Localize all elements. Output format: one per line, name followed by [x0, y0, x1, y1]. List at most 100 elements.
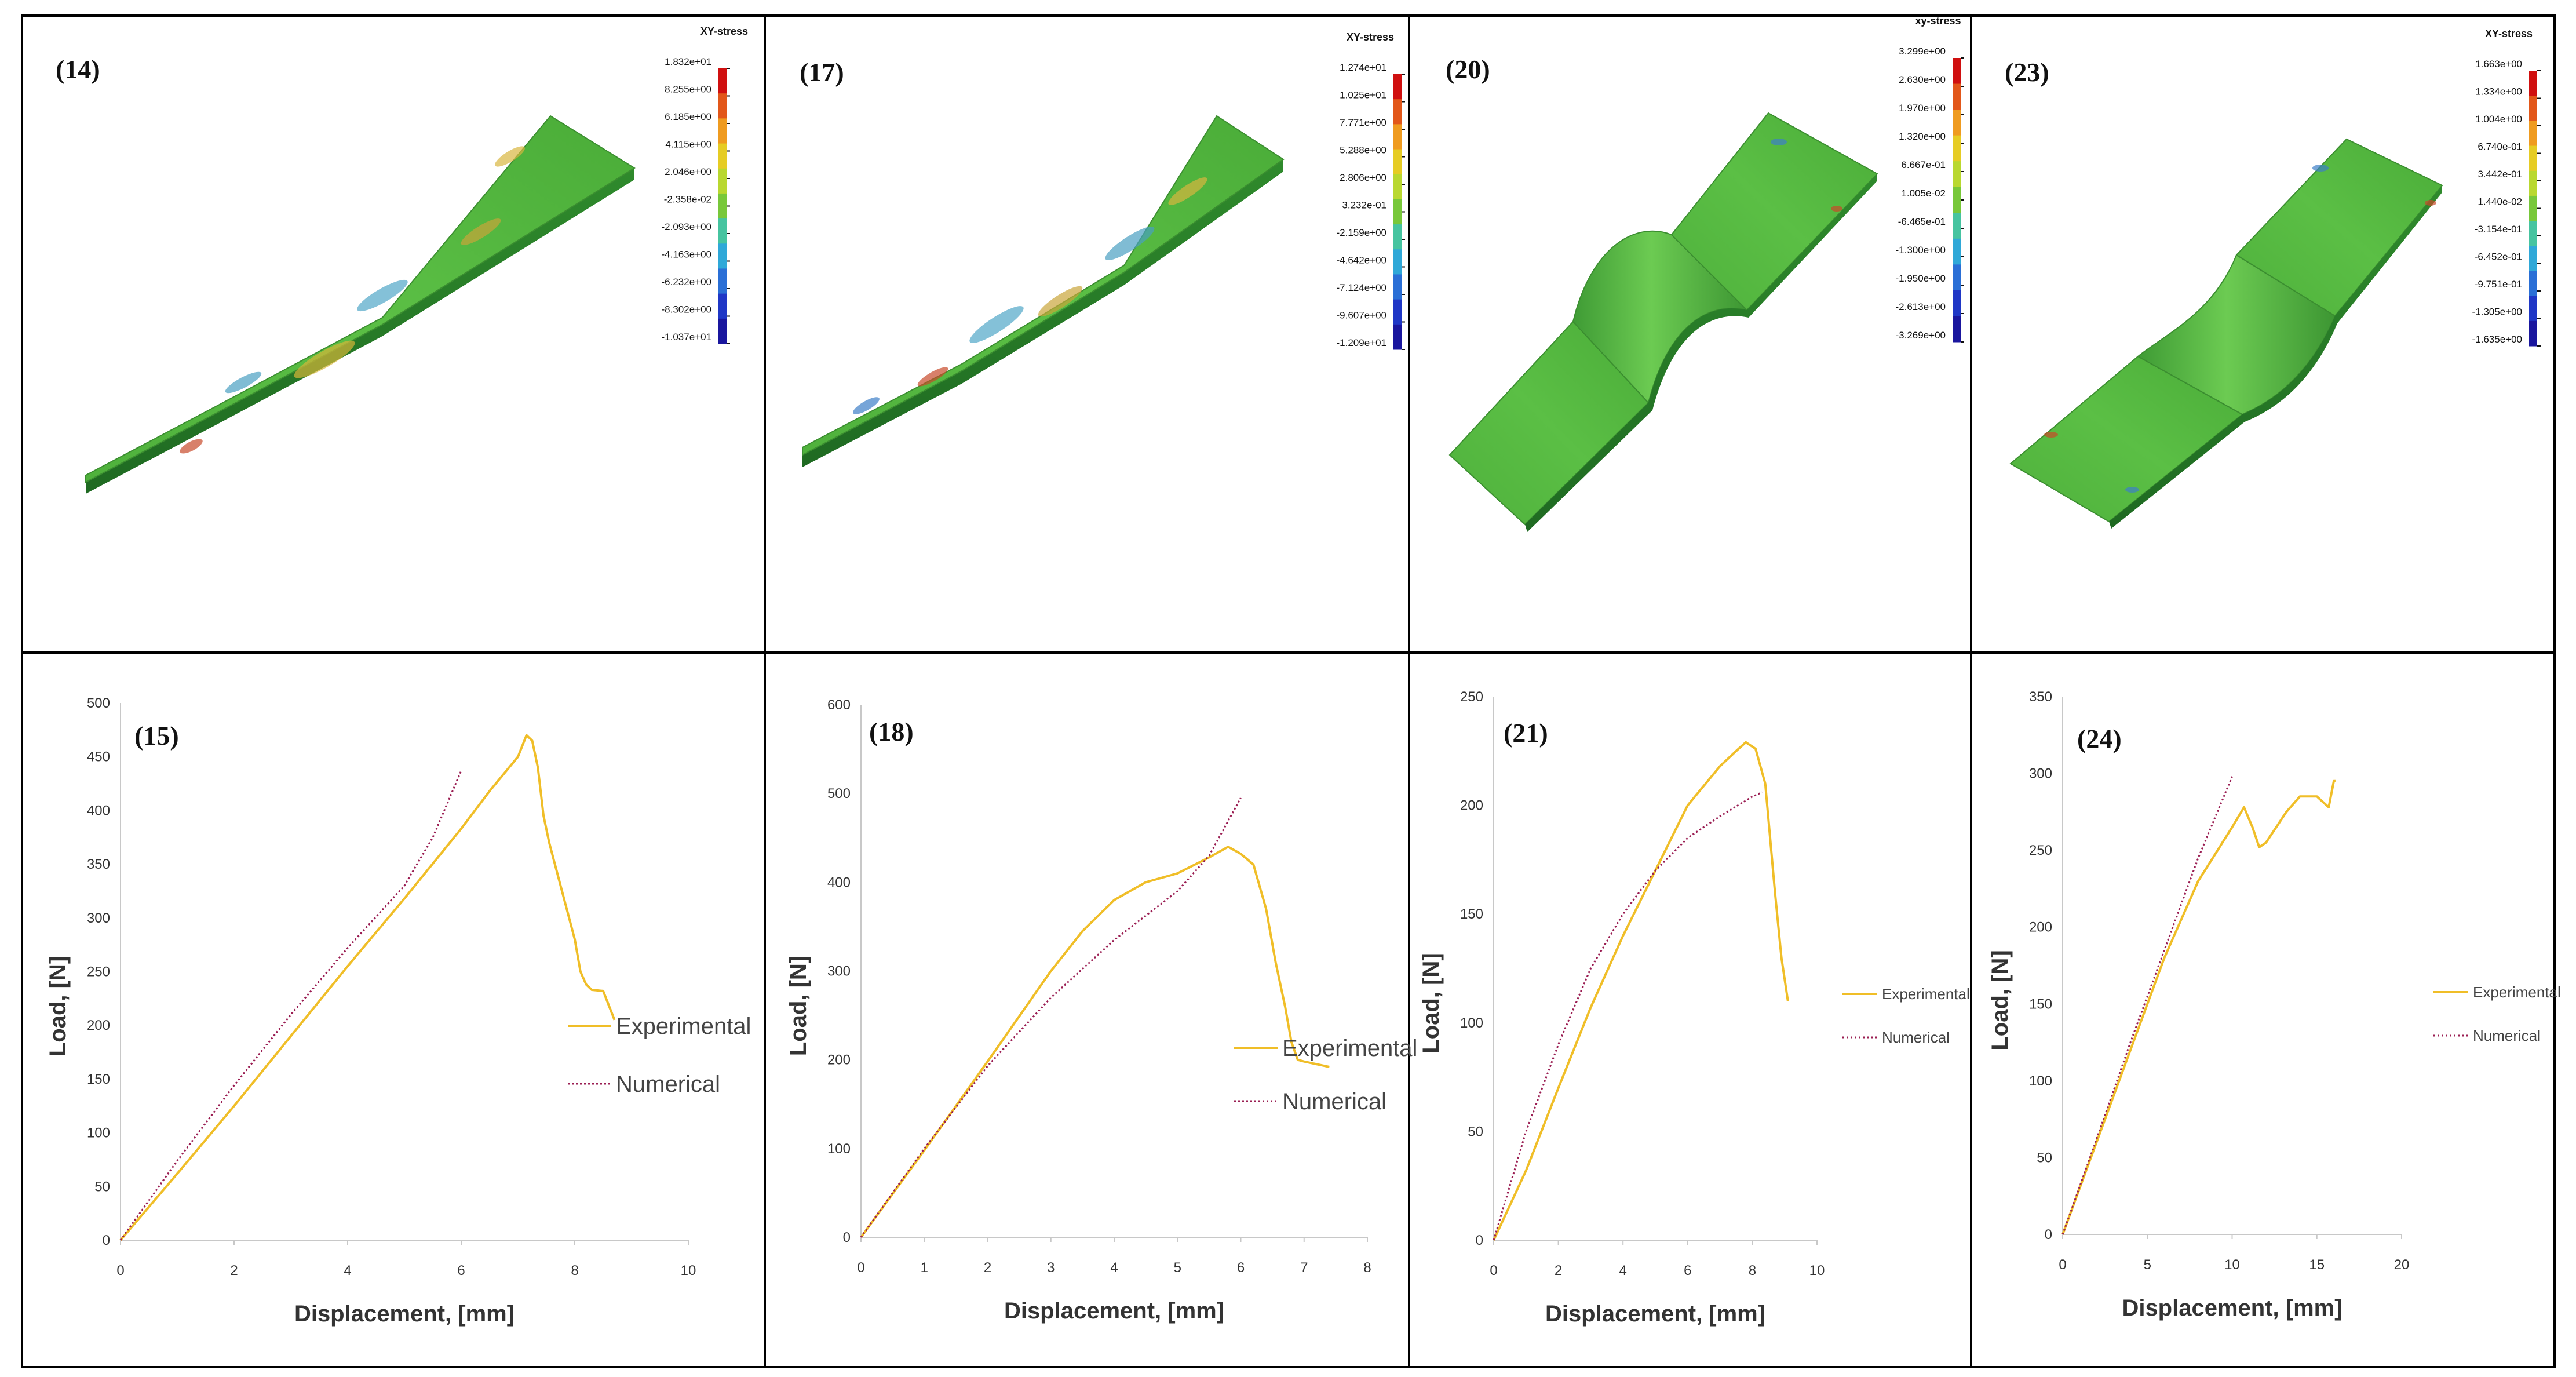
- x-tick-label: 3: [1047, 1260, 1055, 1276]
- x-tick-label: 4: [344, 1263, 351, 1278]
- colorbar-tick-label: -1.209e+01: [1337, 337, 1387, 348]
- x-tick-label: 10: [681, 1263, 696, 1278]
- colorbar-swatch: [1393, 274, 1402, 300]
- y-tick-label: 300: [2029, 766, 2052, 782]
- y-tick-label: 0: [1476, 1233, 1483, 1248]
- colorbar-tick-label: 3.299e+00: [1899, 46, 1946, 57]
- colorbar-swatch: [1393, 149, 1402, 175]
- y-tick-label: 300: [87, 910, 110, 926]
- experimental-series-line: [860, 846, 1330, 1238]
- colorbar-swatch: [718, 268, 727, 294]
- chart-18: 0 1 2 3 4 5 6 7 8 0 100 200 300 400 500 600 Displacement…: [786, 697, 1417, 1324]
- colorbar-tick-label: -1.300e+00: [1896, 245, 1946, 256]
- x-tick-label: 5: [2144, 1257, 2151, 1273]
- colorbar-swatch: [1953, 58, 1961, 85]
- x-tick-label: 0: [116, 1263, 124, 1278]
- x-tick-label: 8: [1363, 1260, 1371, 1276]
- colorbar-title: XY-stress: [2485, 28, 2533, 39]
- x-tick-label: 0: [1490, 1263, 1497, 1278]
- colorbar-swatch: [1953, 110, 1961, 136]
- colorbar-tick-label: 1.320e+00: [1899, 131, 1946, 142]
- colorbar-tick-label: -9.751e-01: [2475, 279, 2522, 290]
- y-tick-label: 100: [827, 1141, 851, 1157]
- legend-experimental-label: Experimental: [616, 1014, 751, 1039]
- y-tick-label: 300: [827, 964, 851, 979]
- numerical-series-line: [2061, 776, 2233, 1235]
- y-tick-label: 50: [2037, 1150, 2052, 1165]
- colorbar-title: xy-stress: [1915, 15, 1961, 27]
- colorbar-swatch: [1953, 161, 1961, 188]
- x-tick-label: 20: [2394, 1257, 2410, 1273]
- y-tick-label: 150: [1460, 906, 1483, 922]
- plate-top: [85, 115, 636, 483]
- colorbar-tick-label: 6.740e-01: [2478, 141, 2522, 152]
- fem-model-14: (14) XY-stress 1.832e+01 8.255e+00 6.185e+0…: [56, 26, 748, 494]
- colorbar-title: XY-stress: [1347, 31, 1394, 43]
- numerical-series-line: [860, 797, 1242, 1238]
- colorbar-tick-label: 1.004e+00: [2475, 114, 2522, 125]
- colorbar-tick-label: -2.159e+00: [1337, 227, 1387, 238]
- fem-model-17: (17) XY-stress 1.274e+01 1.025e+01 7.771e+0…: [800, 31, 1405, 467]
- x-axis-label: Displacement, [mm]: [1004, 1298, 1224, 1324]
- legend-numerical-label: Numerical: [1882, 1029, 1950, 1046]
- numerical-series-line: [1493, 791, 1763, 1241]
- colorbar-tick-label: 6.667e-01: [1901, 159, 1946, 170]
- colorbar-swatch: [2529, 246, 2537, 271]
- colorbar-tick-label: -6.452e-01: [2475, 252, 2522, 263]
- colorbar-swatch: [1953, 83, 1961, 110]
- experimental-series-line: [1493, 741, 1789, 1241]
- y-axis-label: Load, [N]: [1987, 950, 2013, 1050]
- colorbar-tick-label: -2.093e+00: [662, 221, 712, 232]
- y-tick-label: 150: [87, 1072, 110, 1087]
- y-tick-label: 400: [827, 875, 851, 890]
- y-tick-label: 50: [1468, 1124, 1483, 1139]
- y-axis-label: Load, [N]: [45, 956, 71, 1057]
- legend-experimental-label: Experimental: [2473, 983, 2561, 1001]
- x-tick-label: 8: [571, 1263, 578, 1278]
- colorbar-swatch: [718, 318, 727, 344]
- colorbar-tick-label: -1.305e+00: [2472, 307, 2523, 318]
- colorbar-swatch: [2529, 320, 2537, 347]
- y-tick-label: 100: [1460, 1015, 1483, 1031]
- colorbar-17: XY-stress 1.274e+01 1.025e+01 7.771e+00 5.28…: [1337, 31, 1405, 350]
- colorbar-tick-label: 1.970e+00: [1899, 103, 1946, 114]
- x-tick-label: 0: [857, 1260, 864, 1276]
- y-tick-label: 50: [94, 1179, 110, 1194]
- colorbar-tick-label: 1.025e+01: [1340, 90, 1386, 101]
- colorbar-swatch: [1393, 74, 1402, 100]
- colorbar-swatch: [1393, 124, 1402, 150]
- colorbar-swatch: [2529, 221, 2537, 246]
- chart-cell-21: [1408, 651, 1972, 1368]
- y-tick-label: 200: [1460, 798, 1483, 814]
- colorbar-tick-label: 1.832e+01: [665, 56, 711, 67]
- x-tick-label: 2: [1555, 1263, 1562, 1278]
- y-tick-label: 250: [2029, 843, 2052, 858]
- y-tick-label: 500: [87, 695, 110, 711]
- colorbar-swatch: [2529, 170, 2537, 196]
- x-tick-label: 6: [457, 1263, 465, 1278]
- y-tick-label: 200: [2029, 920, 2052, 935]
- chart-cell-15: [21, 651, 766, 1368]
- colorbar-tick-label: 1.274e+01: [1340, 62, 1386, 73]
- colorbar-swatch: [1393, 324, 1402, 350]
- fem-model-23: (23) XY-stress 1.663e+00 1.334e+00 1.004e+0…: [2005, 28, 2541, 529]
- chart-24: 0 5 10 15 20050100150200250300350Displacemen…: [1987, 689, 2561, 1321]
- colorbar-swatch: [718, 118, 727, 144]
- experimental-series-line: [2061, 779, 2336, 1235]
- y-tick-label: 0: [103, 1233, 110, 1248]
- colorbar-swatch: [718, 193, 727, 219]
- y-tick-label: 100: [87, 1125, 110, 1141]
- colorbar-tick-label: -4.642e+00: [1337, 255, 1387, 266]
- y-tick-label: 200: [87, 1018, 110, 1033]
- plate-top: [802, 115, 1285, 456]
- x-axis-label: Displacement, [mm]: [1545, 1301, 1765, 1327]
- y-tick-label: 250: [87, 964, 110, 980]
- colorbar-swatch: [1393, 199, 1402, 225]
- colorbar-tick-label: 8.255e+00: [665, 84, 711, 95]
- colorbar-swatch: [718, 293, 727, 319]
- colorbar-23: XY-stress 1.663e+00 1.334e+00 1.004e+00 6.74…: [2472, 28, 2541, 347]
- chart-cell-18: [764, 651, 1410, 1368]
- colorbar-tick-label: 1.440e-02: [2478, 196, 2522, 207]
